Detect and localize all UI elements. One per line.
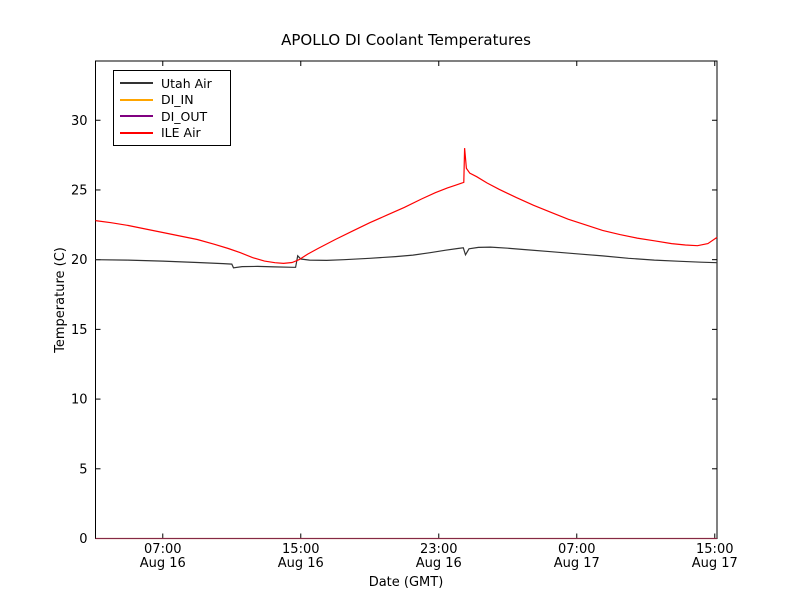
x-tick-label-time: 23:00	[420, 542, 457, 557]
x-tick-label-date: Aug 16	[140, 556, 186, 571]
legend-label: Utah Air	[161, 75, 212, 91]
x-tick-label-time: 07:00	[144, 542, 181, 557]
legend-item-ile-air: ILE Air	[120, 125, 228, 142]
chart-title: APOLLO DI Coolant Temperatures	[281, 31, 531, 49]
y-tick-label: 20	[71, 253, 88, 268]
legend-label: DI_OUT	[161, 108, 208, 124]
legend-label: DI_IN	[161, 92, 194, 108]
x-tick-label-date: Aug 16	[416, 556, 462, 571]
x-tick-label-time: 07:00	[558, 542, 595, 557]
legend-item-di-in: DI_IN	[120, 92, 228, 109]
legend-label: ILE Air	[161, 125, 201, 141]
y-axis-label: Temperature (C)	[53, 247, 68, 354]
di-in-line-swatch	[120, 98, 153, 101]
legend: Utah Air DI_IN DI_OUT ILE Air	[113, 70, 231, 146]
x-tick-label-date: Aug 17	[554, 556, 600, 571]
di-out-line-swatch	[120, 115, 153, 118]
x-axis-label: Date (GMT)	[369, 575, 444, 590]
x-tick-label-date: Aug 17	[692, 556, 738, 571]
y-tick-label: 0	[79, 532, 87, 547]
x-tick-label-time: 15:00	[696, 542, 733, 557]
y-tick-label: 5	[79, 462, 87, 477]
series-line-utah-air	[95, 246, 718, 269]
series-line-ile-air	[95, 148, 718, 265]
y-tick-label: 25	[71, 183, 88, 198]
ile-air-line-swatch	[120, 131, 153, 134]
x-tick-label-time: 15:00	[282, 542, 319, 557]
y-tick-label: 15	[71, 323, 88, 338]
y-tick-label: 30	[71, 114, 88, 129]
utah-air-line-swatch	[120, 82, 153, 85]
legend-item-di-out: DI_OUT	[120, 108, 228, 125]
legend-item-utah-air: Utah Air	[120, 75, 228, 92]
x-tick-label-date: Aug 16	[278, 556, 324, 571]
y-tick-label: 10	[71, 393, 88, 408]
